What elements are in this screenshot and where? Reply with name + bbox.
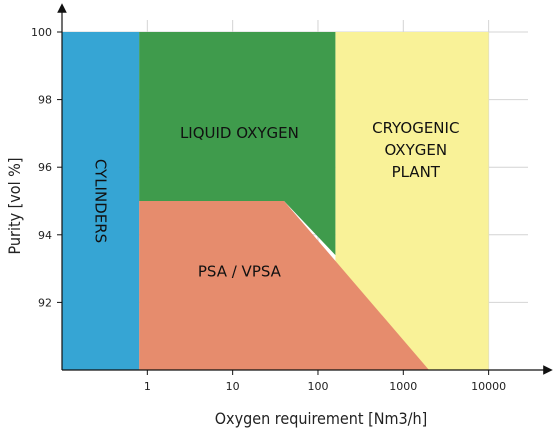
region-label-psa-vpsa: PSA / VPSA	[198, 262, 282, 280]
x-tick-label: 100	[307, 380, 328, 393]
x-axis-title: Oxygen requirement [Nm3/h]	[215, 409, 428, 428]
region-labels: CRYOGENIC OXYGEN PLANT LIQUID OXYGEN PSA / V…	[92, 119, 460, 281]
regions	[62, 32, 489, 370]
region-label-liquid-oxygen: LIQUID OXYGEN	[180, 124, 299, 142]
y-tick-label: 100	[31, 26, 52, 39]
x-tick-label: 10000	[471, 380, 506, 393]
y-tick-label: 92	[38, 296, 52, 309]
region-liquid-oxygen	[139, 32, 336, 256]
y-tick-label: 98	[38, 94, 52, 107]
ticks: 1 10 100 1000 10000 92 94 96 98 100	[31, 26, 506, 393]
y-axis-title: Purity [vol %]	[5, 158, 24, 255]
x-tick-label: 1	[144, 380, 151, 393]
region-cylinders	[62, 32, 140, 370]
region-psa-vpsa	[139, 201, 429, 370]
x-tick-label: 10	[226, 380, 240, 393]
y-tick-label: 96	[38, 161, 52, 174]
region-cryogenic	[335, 32, 489, 370]
x-tick-label: 1000	[389, 380, 417, 393]
y-tick-label: 94	[38, 229, 52, 242]
region-label-cylinders: CYLINDERS	[92, 159, 110, 243]
region-label-cryogenic: CRYOGENIC OXYGEN PLANT	[372, 119, 459, 181]
axes	[57, 3, 553, 375]
